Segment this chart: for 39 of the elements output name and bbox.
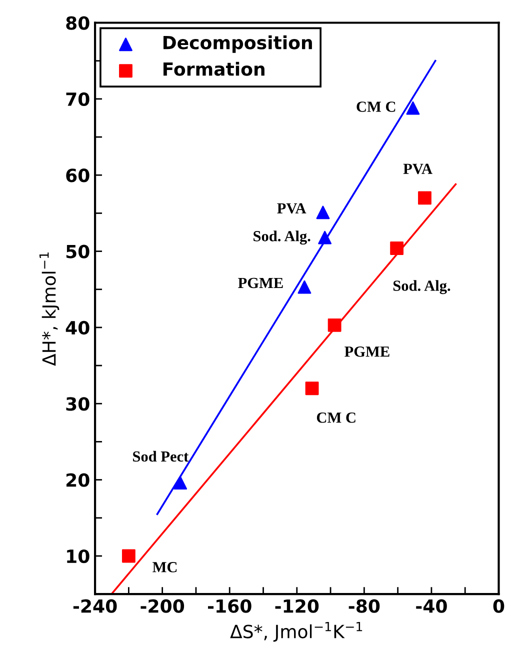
y-axis-title: ΔH*, kJmol$^{−1}$ bbox=[39, 252, 60, 366]
annotation: CM C bbox=[356, 102, 396, 112]
annotation: CM C bbox=[316, 412, 356, 423]
point bbox=[418, 191, 432, 205]
y-tick-label: 30 bbox=[66, 397, 90, 411]
annotation: Sod Pect bbox=[133, 450, 189, 462]
point bbox=[122, 549, 136, 563]
y-tick-label: 20 bbox=[66, 473, 90, 487]
annotation: PGME bbox=[344, 346, 390, 357]
x-tick-label: -200 bbox=[140, 599, 184, 613]
y-tick-label: 80 bbox=[66, 16, 90, 30]
annotation: Sod. Alg. bbox=[254, 230, 310, 245]
x-tick-label: -40 bbox=[416, 599, 447, 613]
y-tick-label: 70 bbox=[66, 92, 90, 106]
y-tick-label: 60 bbox=[66, 168, 90, 182]
x-tick-label: -160 bbox=[208, 599, 252, 613]
legend-label: Decomposition bbox=[164, 35, 312, 53]
annotation: PGME bbox=[238, 278, 283, 288]
point bbox=[174, 476, 188, 490]
annotation: Sod. Alg. bbox=[393, 280, 450, 294]
legend-label: Formation bbox=[164, 62, 264, 76]
point bbox=[406, 101, 420, 115]
x-tick-label: 0 bbox=[493, 599, 504, 613]
point bbox=[298, 280, 312, 294]
annotation: PVA bbox=[403, 164, 432, 174]
point bbox=[328, 318, 342, 332]
y-tick-label: 50 bbox=[66, 244, 90, 258]
point bbox=[305, 382, 319, 396]
point bbox=[316, 206, 330, 220]
x-tick-label: -120 bbox=[275, 599, 319, 613]
annotation: PVA bbox=[277, 203, 306, 214]
x-axis-title: ΔS*, Jmol$^{−1}$K$^{−1}$ bbox=[230, 622, 362, 642]
y-tick-label: 40 bbox=[66, 320, 90, 335]
point bbox=[318, 230, 332, 244]
point bbox=[390, 242, 404, 255]
annotation: MC bbox=[152, 562, 177, 572]
y-tick-label: 10 bbox=[67, 549, 90, 564]
x-tick-label: -240 bbox=[73, 599, 117, 613]
x-tick-label: -80 bbox=[348, 599, 380, 613]
